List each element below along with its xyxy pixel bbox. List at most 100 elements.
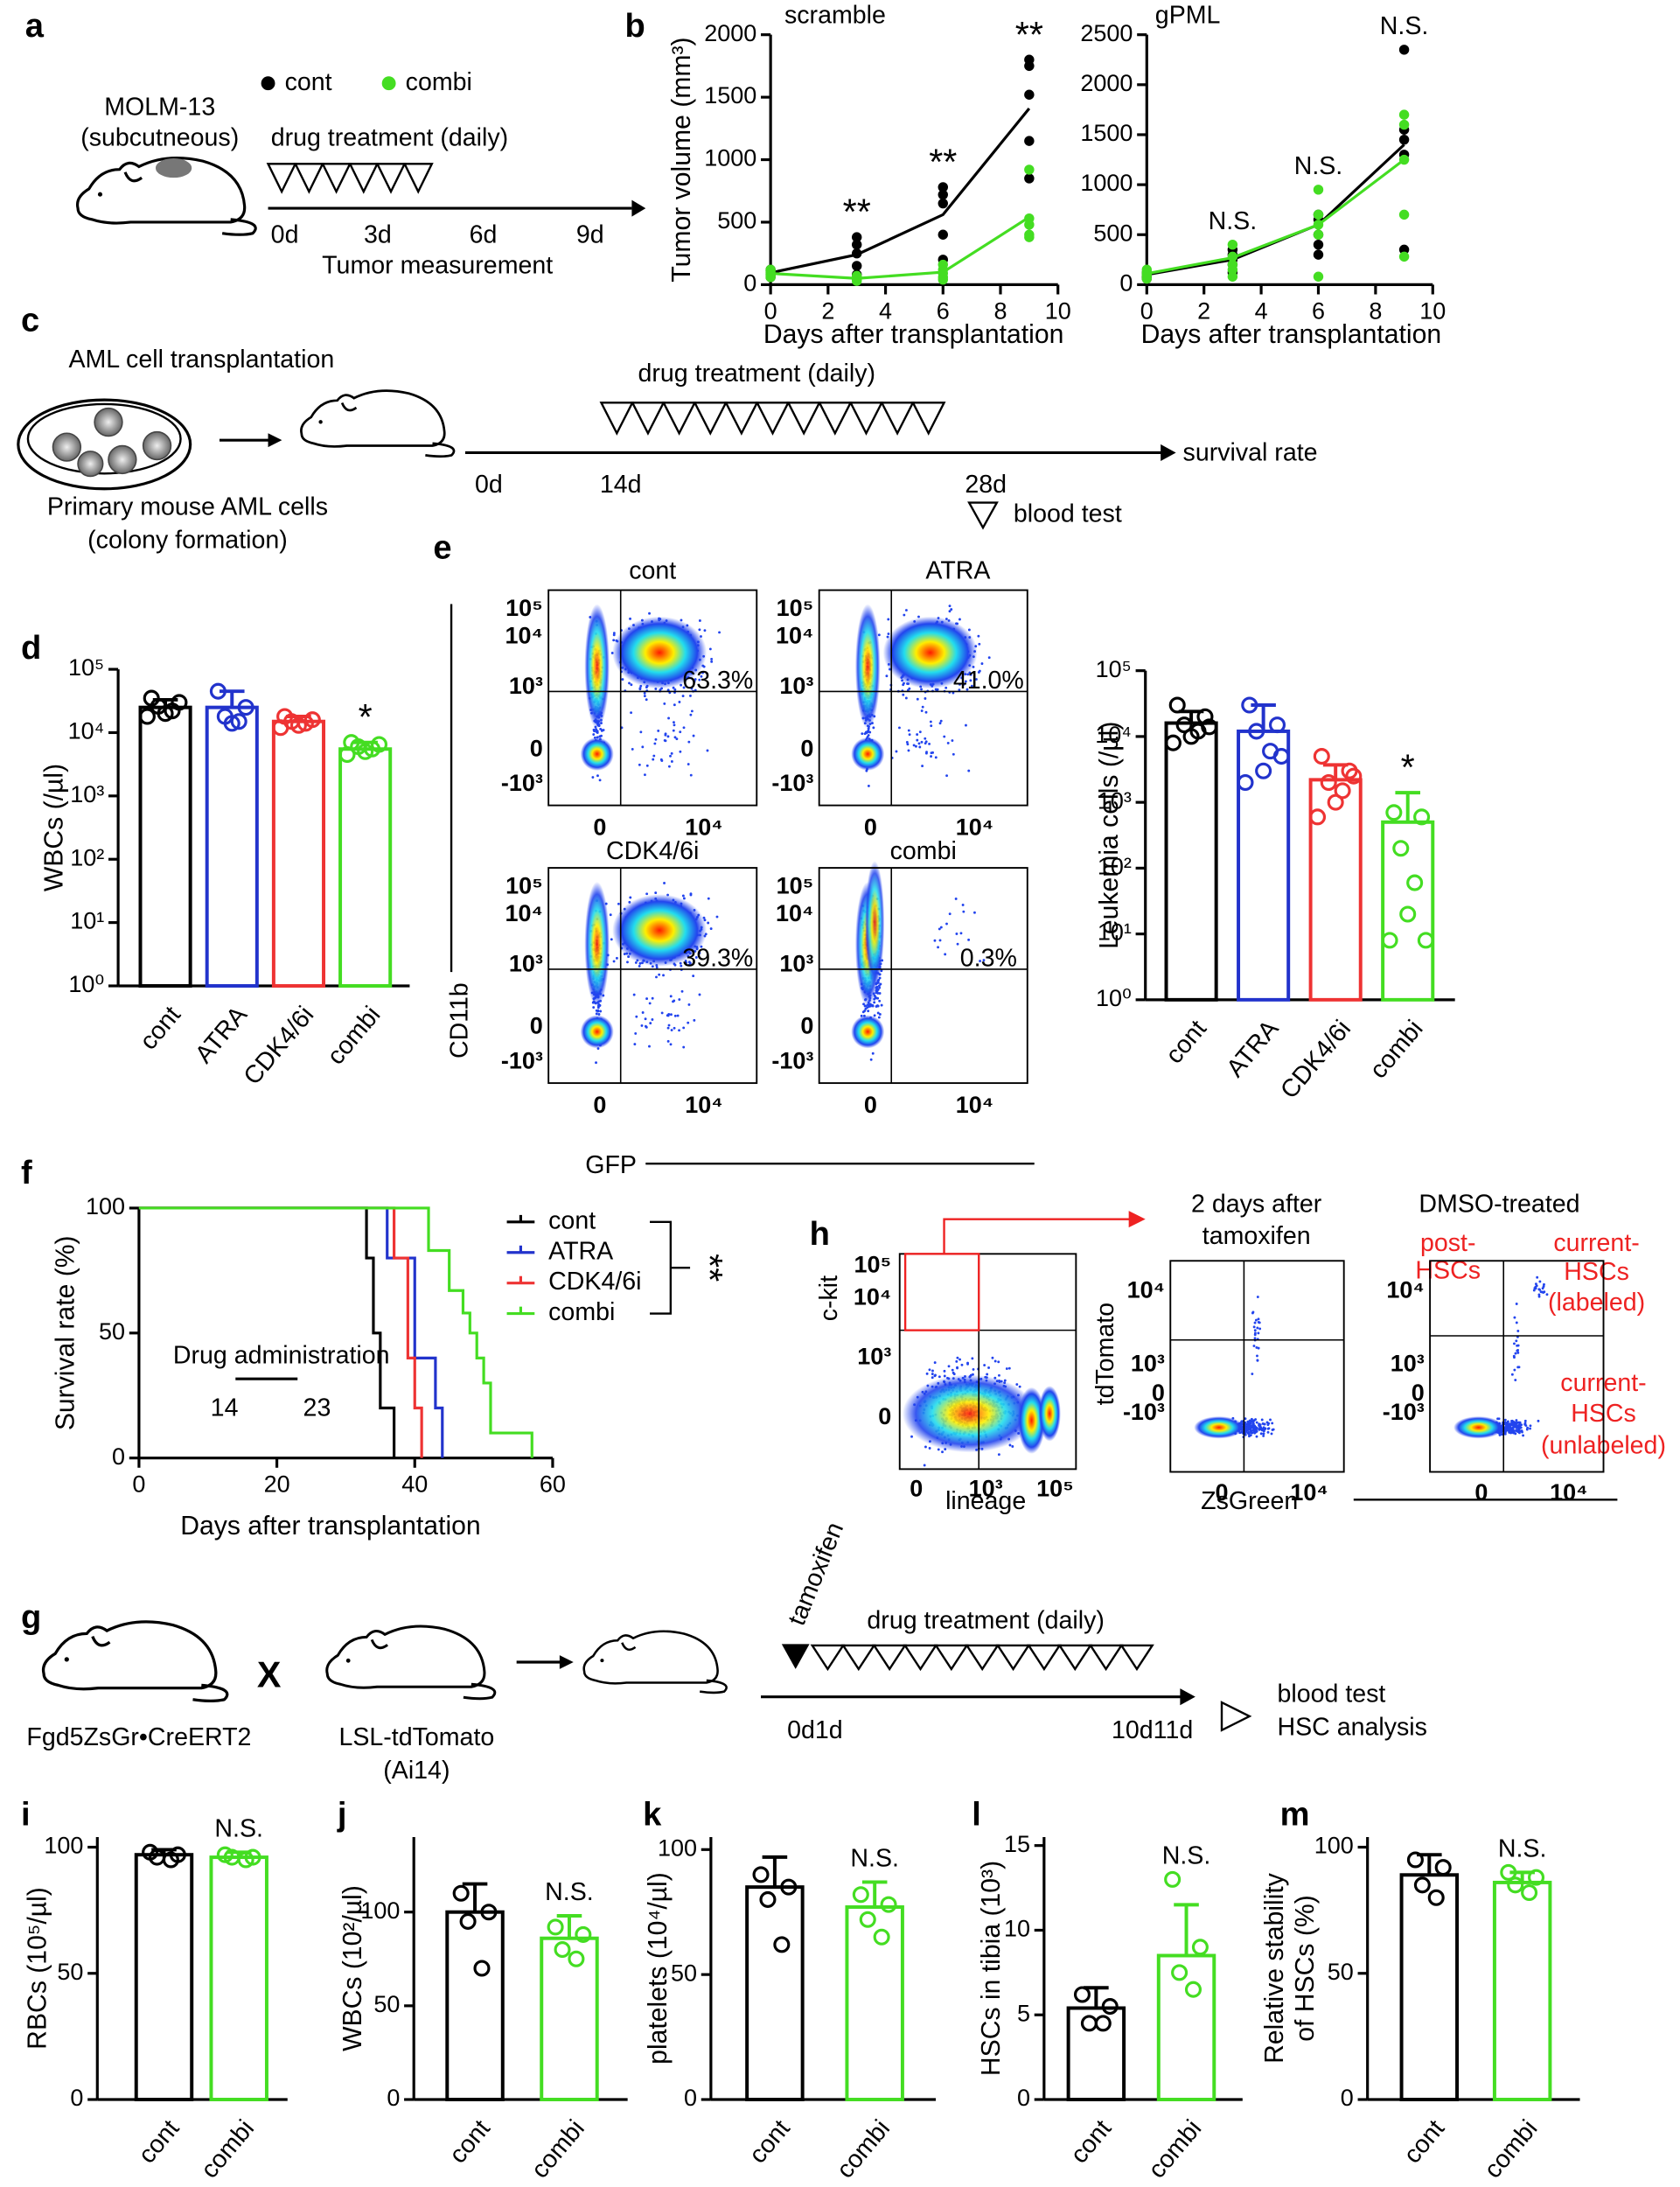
- event-dot: [874, 996, 877, 999]
- x-label: lineage: [945, 1487, 1026, 1515]
- y-tick-label: 50: [1328, 1959, 1354, 1985]
- annotation: N.S.: [545, 1878, 594, 1906]
- data-point: [1227, 271, 1238, 282]
- event-dot: [639, 730, 643, 734]
- treatment-marker: [810, 1644, 846, 1672]
- data-point: [1175, 716, 1193, 734]
- event-dot: [687, 961, 691, 964]
- tick-label: -10³: [771, 1047, 813, 1073]
- x-tick-label: cont: [133, 2114, 185, 2169]
- event-dot: [1515, 1303, 1518, 1305]
- day: 0d1d: [787, 1716, 843, 1744]
- event-dot: [1537, 1293, 1541, 1296]
- data-point: [1398, 119, 1410, 130]
- tick-label: 10³: [857, 1344, 891, 1370]
- x-tick-label: combi: [196, 2114, 260, 2184]
- event-dot: [872, 992, 875, 996]
- tick-label: 10⁴: [956, 814, 993, 841]
- event-dot: [979, 960, 981, 962]
- data-point: [1024, 60, 1035, 72]
- event-dot: [1255, 1435, 1258, 1438]
- event-dot: [1516, 1351, 1520, 1354]
- treatment-marker: [321, 163, 352, 194]
- event-dot: [673, 688, 677, 691]
- y-tick-label: 0: [1119, 270, 1133, 297]
- event-dot: [1250, 1429, 1253, 1433]
- mean-line: [770, 215, 1030, 280]
- event-dot: [1497, 1417, 1501, 1421]
- data-point: [1164, 1870, 1182, 1888]
- event-dot: [689, 713, 693, 716]
- event-dot: [1515, 1426, 1518, 1429]
- y-tick-label: 10⁴: [68, 718, 105, 744]
- density: [1453, 1416, 1504, 1439]
- tick-label: 10⁴: [854, 1283, 891, 1310]
- event-dot: [928, 1368, 931, 1372]
- treatment-marker: [599, 402, 635, 436]
- day: 9d: [576, 220, 604, 248]
- data-point: [1182, 728, 1200, 745]
- event-dot: [1512, 1429, 1516, 1433]
- panel-c: AML cell transplantation Primary mouse A…: [17, 346, 1318, 555]
- event-dot: [692, 975, 695, 978]
- event-dot: [629, 896, 632, 899]
- event-dot: [1541, 1287, 1544, 1290]
- event-dot: [651, 996, 654, 1000]
- event-dot: [621, 678, 624, 681]
- drug-end: 23: [303, 1394, 331, 1422]
- x-axis-label: Days after transplantation: [180, 1512, 480, 1541]
- event-dot: [685, 961, 688, 964]
- treatment-marker: [724, 402, 759, 436]
- treatment-marker: [293, 163, 324, 194]
- arrow-head: [559, 1655, 574, 1669]
- event-dot: [1503, 1422, 1507, 1426]
- event-dot: [1515, 1339, 1518, 1343]
- colony: [108, 444, 137, 475]
- data-point: [237, 1851, 254, 1869]
- annotation: N.S.: [1294, 152, 1343, 180]
- event-dot: [1498, 1434, 1502, 1436]
- data-point: [1398, 244, 1410, 255]
- event-dot: [682, 1026, 686, 1030]
- event-dot: [933, 1374, 937, 1378]
- tick-label: 10⁵: [505, 595, 543, 621]
- bar: [745, 1885, 805, 2101]
- event-dot: [651, 1018, 654, 1021]
- data-point: [1417, 932, 1434, 949]
- event-dot: [924, 1445, 927, 1449]
- panel-label: j: [337, 1796, 347, 1833]
- x-tick-label: 20: [264, 1471, 290, 1498]
- x-label: GFP: [585, 1151, 637, 1179]
- data-point: [1313, 209, 1324, 220]
- bar: [1492, 1880, 1552, 2101]
- event-dot: [592, 733, 596, 736]
- treatment-marker: [995, 1644, 1031, 1672]
- density: [580, 737, 614, 771]
- event-dot: [867, 734, 870, 737]
- data-point: [1024, 164, 1035, 175]
- event-dot: [867, 730, 870, 733]
- tick-label: 10⁵: [854, 1252, 892, 1278]
- event-dot: [667, 765, 671, 768]
- event-dot: [923, 1464, 926, 1467]
- y-tick-label: 10: [1004, 1916, 1030, 1942]
- event-dot: [945, 774, 949, 778]
- density: [1038, 1386, 1061, 1442]
- panel-label: b: [624, 8, 645, 45]
- data-point: [1168, 696, 1186, 714]
- data-point: [938, 198, 948, 209]
- treatment-marker: [1027, 1644, 1062, 1672]
- y-tick-label: 10²: [70, 844, 104, 870]
- event-dot: [934, 688, 938, 691]
- data-point: [568, 1950, 585, 1967]
- event-dot: [869, 1058, 873, 1061]
- outcome: survival rate: [1183, 439, 1318, 467]
- event-dot: [991, 1356, 994, 1359]
- event-dot: [867, 785, 870, 787]
- tick-label: 0: [800, 1013, 813, 1039]
- data-point: [230, 713, 247, 730]
- test: blood test: [1278, 1680, 1386, 1708]
- event-dot: [875, 1004, 879, 1008]
- event-dot: [689, 892, 693, 896]
- event-dot: [969, 673, 972, 676]
